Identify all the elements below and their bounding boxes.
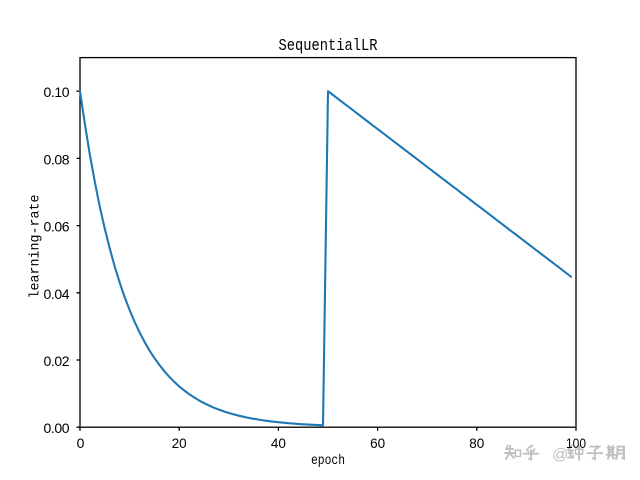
svg-text:60: 60 [370,435,385,451]
svg-text:0.00: 0.00 [44,420,70,436]
svg-text:0.08: 0.08 [44,151,70,167]
svg-text:learning-rate: learning-rate [29,195,44,299]
svg-text:0: 0 [77,435,85,451]
svg-text:40: 40 [271,435,286,451]
svg-text:100: 100 [566,435,586,451]
svg-text:epoch: epoch [311,453,345,469]
svg-text:@: @ [552,447,568,464]
svg-text:20: 20 [172,435,187,451]
svg-text:0.06: 0.06 [44,219,70,235]
svg-text:0.10: 0.10 [44,84,70,100]
svg-text:0.04: 0.04 [44,286,70,302]
svg-text:0.02: 0.02 [44,353,70,369]
svg-text:80: 80 [469,435,484,451]
svg-text:SequentialLR: SequentialLR [279,36,378,55]
